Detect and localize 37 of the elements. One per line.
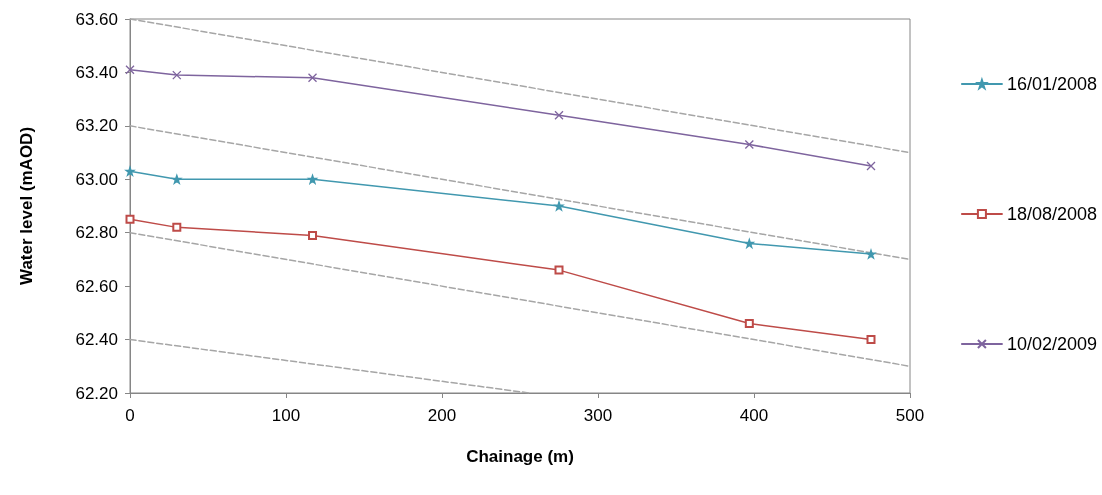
legend-label: 10/02/2009 bbox=[1006, 334, 1098, 354]
x-tick-label: 500 bbox=[895, 406, 925, 425]
point bbox=[866, 161, 876, 171]
point bbox=[554, 201, 564, 211]
y-axis-title: Water level (mAOD) bbox=[17, 126, 36, 286]
point bbox=[744, 319, 754, 329]
x-tick-label: 0 bbox=[125, 406, 135, 425]
point bbox=[172, 222, 182, 232]
point bbox=[866, 335, 876, 345]
point bbox=[554, 265, 564, 275]
y-tick-label: 63.00 bbox=[75, 169, 118, 189]
point bbox=[125, 65, 135, 75]
x-tick-label: 100 bbox=[271, 406, 301, 425]
point bbox=[308, 230, 318, 240]
point bbox=[554, 110, 564, 120]
y-tick-label: 62.20 bbox=[75, 383, 118, 403]
x-tick-label: 400 bbox=[739, 406, 769, 425]
point bbox=[172, 70, 182, 80]
point bbox=[125, 166, 135, 176]
point bbox=[744, 139, 754, 150]
point bbox=[744, 238, 754, 249]
point bbox=[172, 174, 182, 184]
y-tick-label: 63.20 bbox=[75, 116, 118, 136]
y-tick-label: 62.60 bbox=[75, 276, 118, 296]
legend-label: 18/08/2008 bbox=[1006, 204, 1098, 224]
point bbox=[307, 73, 318, 83]
y-tick-label: 63.60 bbox=[75, 9, 118, 29]
point bbox=[307, 174, 318, 184]
point bbox=[866, 249, 876, 259]
x-tick-label: 300 bbox=[583, 406, 613, 425]
x-tick-label: 200 bbox=[427, 406, 457, 425]
y-tick-label: 62.80 bbox=[75, 223, 118, 243]
x-axis-title: Chainage (m) bbox=[466, 447, 574, 466]
y-tick-label: 63.40 bbox=[75, 62, 118, 82]
legend-label: 16/01/2008 bbox=[1006, 74, 1098, 94]
y-tick-label: 62.40 bbox=[75, 330, 118, 350]
point bbox=[125, 214, 135, 224]
